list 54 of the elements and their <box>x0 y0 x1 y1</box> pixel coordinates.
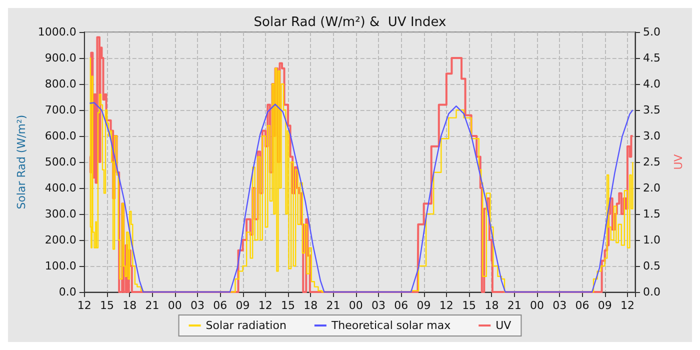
legend-label: Solar radiation <box>206 319 286 332</box>
x-tick-label: 06 <box>575 299 590 312</box>
y-tick-label: 700.0 <box>44 104 76 116</box>
legend-label: Theoretical solar max <box>330 319 452 332</box>
y-tick-label: 100.0 <box>44 260 76 272</box>
y-tick-label: 600.0 <box>44 130 76 142</box>
y2-tick-label: 0.5 <box>643 260 660 272</box>
y-axis-title: Solar Rad (W/m²) <box>15 114 28 210</box>
y-tick-label: 500.0 <box>44 156 76 168</box>
x-tick-label: 15 <box>281 299 296 312</box>
y2-tick-label: 4.5 <box>643 52 660 64</box>
x-tick-label: 12 <box>620 299 634 312</box>
y-tick-label: 900.0 <box>44 52 76 64</box>
x-tick-label: 18 <box>304 299 318 312</box>
x-tick-label: 12 <box>258 299 272 312</box>
x-tick-label: 15 <box>100 299 114 312</box>
x-tick-label: 21 <box>145 299 160 312</box>
x-tick-label: 00 <box>530 299 544 312</box>
y2-tick-label: 1.0 <box>643 234 660 246</box>
chart-title: Solar Rad (W/m²) & UV Index <box>254 15 447 30</box>
x-tick-label: 06 <box>394 299 408 312</box>
y2-tick-label: 2.0 <box>643 182 660 194</box>
x-tick-label: 09 <box>598 299 612 312</box>
y2-tick-label: 4.0 <box>643 78 660 90</box>
y-tick-label: 400.0 <box>44 182 76 194</box>
y2-tick-label: 2.5 <box>643 156 660 168</box>
x-tick-label: 03 <box>190 299 205 312</box>
y2-tick-label: 0.0 <box>643 286 660 298</box>
x-tick-label: 21 <box>507 299 522 312</box>
legend-label: UV <box>496 319 512 332</box>
y-tick-label: 1000.0 <box>38 26 76 38</box>
x-tick-label: 18 <box>122 299 137 312</box>
y-tick-label: 800.0 <box>44 78 76 90</box>
x-tick-label: 15 <box>462 299 476 312</box>
x-tick-label: 12 <box>77 299 92 312</box>
x-tick-label: 18 <box>484 299 499 312</box>
x-tick-label: 03 <box>552 299 567 312</box>
x-tick-label: 12 <box>439 299 454 312</box>
y2-tick-label: 3.0 <box>643 130 660 142</box>
y2-tick-label: 1.5 <box>643 208 660 220</box>
y-tick-label: 300.0 <box>44 208 76 220</box>
x-tick-label: 21 <box>326 299 340 312</box>
x-tick-label: 00 <box>168 299 182 312</box>
x-tick-label: 03 <box>372 299 386 312</box>
y2-tick-label: 5.0 <box>643 26 660 38</box>
x-tick-label: 00 <box>348 299 363 312</box>
line-series <box>89 102 634 293</box>
y2-tick-label: 3.5 <box>643 104 660 116</box>
x-tick-label: 09 <box>236 299 250 312</box>
x-tick-label: 09 <box>416 299 431 312</box>
y-tick-label: 0.0 <box>58 286 76 298</box>
x-tick-label: 06 <box>213 299 228 312</box>
y-tick-label: 200.0 <box>44 234 76 246</box>
y2-axis-title: UV <box>672 154 685 170</box>
